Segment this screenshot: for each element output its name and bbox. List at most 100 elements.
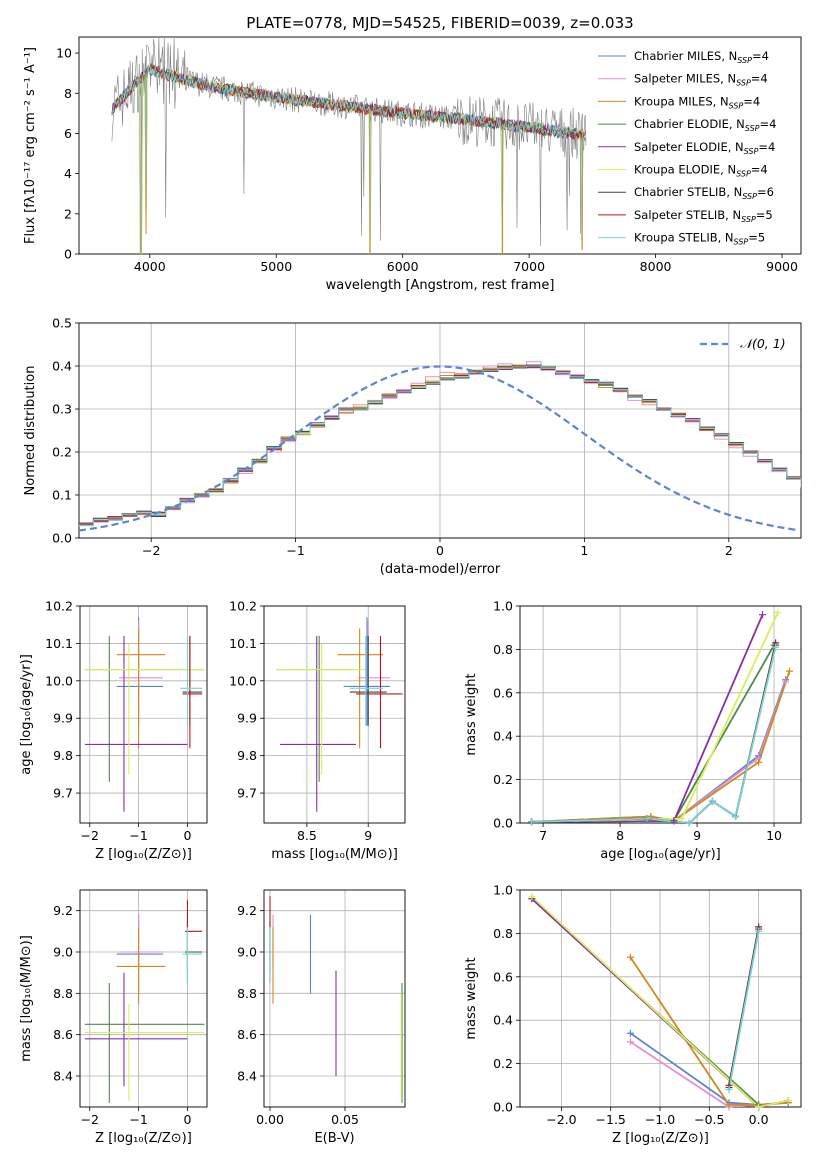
x-tick-label: 8000 [640,259,672,274]
y-tick-label: 0.2 [52,445,72,460]
y-axis-label: Flux [fλ10⁻¹⁷ erg cm⁻² s⁻¹ A⁻¹] [23,47,38,244]
legend-label: Chabrier STELIB, N [634,185,742,199]
plot-area [531,612,791,823]
x-tick-label: 4000 [134,259,166,274]
y-tick-label: 0.0 [493,816,513,831]
legend-label: Chabrier ELODIE, N [634,117,745,131]
legend-label: Kroupa ELODIE, N [634,163,736,177]
y-tick-label: 9.9 [237,711,257,726]
plot-area [79,361,801,532]
legend-label: Salpeter STELIB, N [634,208,741,222]
y-tick-label: 0 [64,247,72,262]
plot-area [276,617,403,812]
model-spectrum-line [111,65,586,254]
panel-residuals: −2 −1 0 1 2 0.0 0.1 0.2 0.3 0.4 0.5 (data-model)/er… [23,316,802,577]
y-tick-label: 10.0 [229,673,257,688]
x-tick-label: 9 [693,828,701,843]
y-tick-label: 0.5 [52,316,72,331]
y-tick-label: 8 [64,86,72,101]
y-tick-label: 10.1 [45,636,73,651]
x-tick-label: 6000 [387,259,419,274]
mass-weight-marker [708,797,716,805]
axes-frame [78,36,802,255]
y-tick-label: 10.2 [229,599,257,614]
mass-weight-marker [755,758,763,766]
plot-area [269,896,403,1103]
mass-weight-line [531,646,777,823]
figure-title: PLATE=0778, MJD=54525, FIBERID=0039, z=0… [246,14,633,32]
legend-count: =4 [760,117,777,131]
legend-label: Salpeter MILES, N [634,72,736,86]
legend-entry: Kroupa ELODIE, NSSP=4 [634,163,768,179]
axes-frame [78,322,802,539]
residual-histogram [79,365,801,527]
x-tick-label: 8 [616,828,624,843]
mass-weight-marker [755,1103,763,1111]
legend-label: Salpeter ELODIE, N [634,140,744,154]
mass-weight-line [531,681,787,823]
x-tick-label: 10 [766,828,782,843]
mass-weight-marker [725,1086,733,1094]
mass-weight-line [728,931,760,1090]
mass-weight-marker [725,1101,733,1109]
panel-mass_vs_EBV: 0.00 0.05 8.4 8.6 8.8 9.0 9.2 E(B-V) [237,889,406,1146]
legend-entry: Salpeter ELODIE, NSSP=4 [634,140,775,156]
y-tick-label: 10.1 [229,636,257,651]
mass-weight-marker [626,1029,634,1037]
axes-frame [79,605,208,824]
y-tick-label: 2 [64,206,72,221]
mass-weight-marker [678,815,686,823]
mass-weight-marker [528,893,536,901]
axes-frame [519,889,802,1108]
legend-entry: Chabrier ELODIE, NSSP=4 [634,117,776,133]
legend-entry: Kroupa MILES, NSSP=4 [634,94,760,110]
y-tick-label: 9.7 [53,786,73,801]
x-tick-label: −1 [286,543,304,558]
x-axis-label: E(B-V) [314,1131,354,1146]
y-tick-label: 0.3 [52,402,72,417]
axes-frame [79,889,208,1108]
residual-histogram [79,365,801,526]
x-tick-label: 7000 [513,259,545,274]
legend-subscript: SSP [737,56,752,65]
y-axis-label: mass weight [464,673,479,755]
gaussian-legend-label: 𝒩(0, 1) [740,336,786,351]
axes-frame [263,605,406,824]
panel-weight_vs_Z: −2.0 −1.5 −1.0 −0.5 0.0 0.0 0.2 0.4 0.6 0.8 1.0 Z [… [464,883,802,1146]
y-axis-label: Normed distribution [23,366,38,496]
y-tick-label: 10 [56,46,72,61]
legend-subscript: SSP [741,215,756,224]
y-tick-label: 8.6 [237,1027,257,1042]
legend-label: Kroupa STELIB, N [634,231,734,245]
x-tick-label: 8.5 [297,828,317,843]
panel-mass_vs_Z: −2 −1 0 8.4 8.6 8.8 9.0 9.2 Z [log₁₀(Z/Z⊙)] mass … [19,889,208,1146]
mass-weight-marker [643,815,651,823]
panel-age_vs_mass: 8.5 9 9.7 9.8 9.9 10.0 10.1 10.2 mass [log₁₀(M/M… [229,599,406,862]
y-tick-label: 9.8 [237,748,257,763]
x-axis-label: wavelength [Angstrom, rest frame] [326,278,555,293]
mass-weight-line [531,895,789,1107]
y-axis-label: mass [log₁₀(M/M⊙)] [19,935,34,1062]
panel-spectrum: 4000 5000 6000 7000 8000 9000 0 2 4 6 8 10 wavelengt… [23,36,802,293]
x-tick-label: 1 [580,543,588,558]
plot-area [84,900,205,1103]
y-tick-label: 9.8 [53,748,73,763]
x-tick-label: 9000 [766,259,798,274]
x-tick-label: 2 [725,543,733,558]
legend-label: Kroupa MILES, N [634,94,729,108]
y-tick-label: 4 [64,166,72,181]
y-tick-label: 0.1 [52,488,72,503]
y-tick-label: 0.0 [52,531,72,546]
mass-weight-marker [782,678,790,686]
y-tick-label: 0.4 [52,359,72,374]
model-spectrum-line [111,62,586,254]
mass-weight-marker [528,818,536,826]
x-tick-label: 0 [436,543,444,558]
mass-weight-line [531,679,787,823]
y-tick-label: 1.0 [493,599,513,614]
mass-weight-marker [685,819,693,827]
y-tick-label: 9.7 [237,786,257,801]
residual-histogram [79,364,801,526]
legend-entry: Chabrier MILES, NSSP=4 [634,49,769,65]
